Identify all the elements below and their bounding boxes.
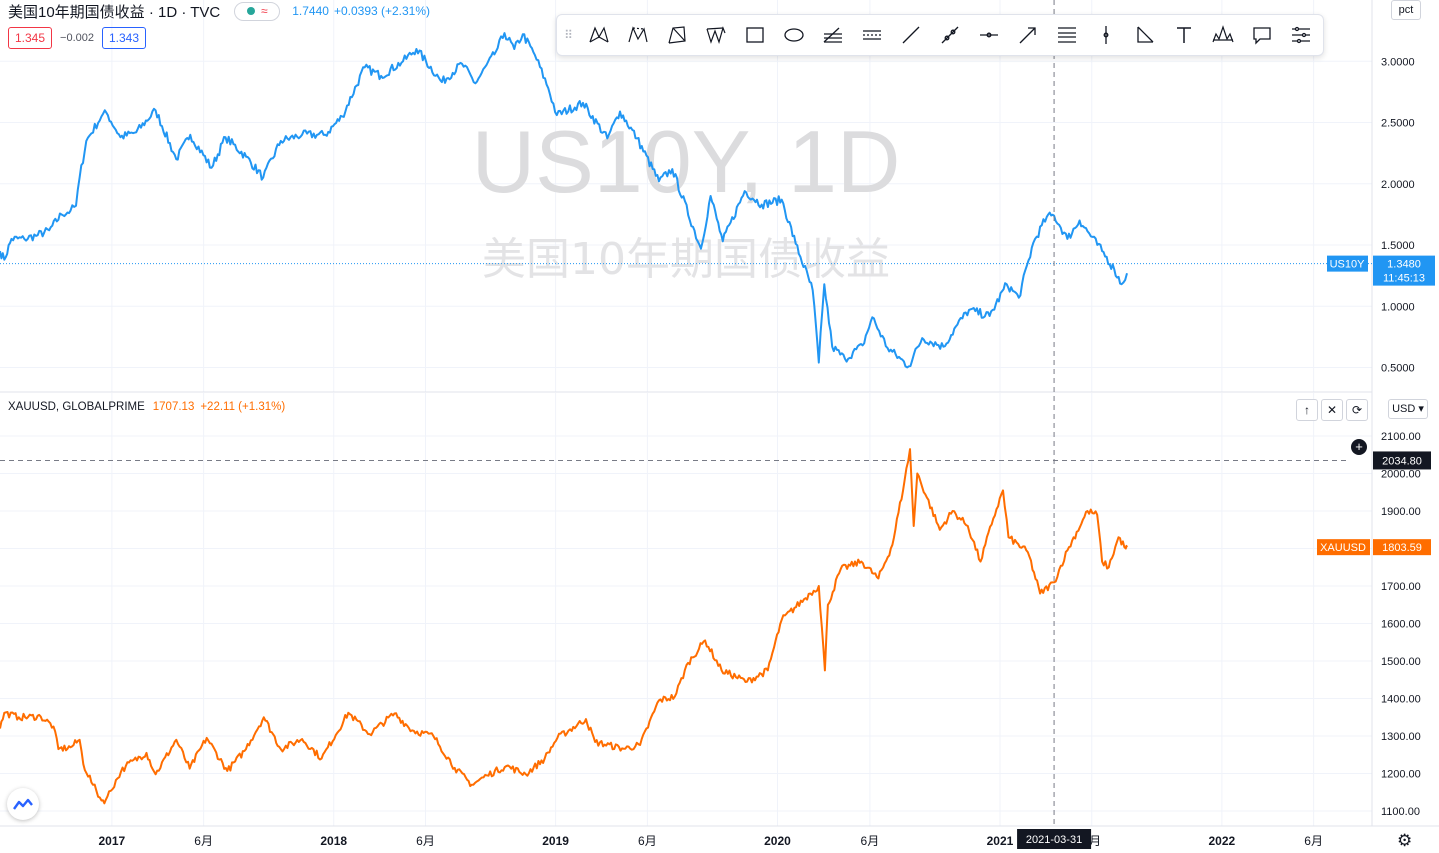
watermark-symbol: US10Y, 1D bbox=[472, 112, 901, 211]
compare-change: +22.11 (+1.31%) bbox=[200, 401, 286, 413]
chart-settings-gear-icon[interactable]: ⚙ bbox=[1397, 831, 1413, 850]
ray-icon[interactable] bbox=[930, 18, 969, 52]
y-tick-label: 1600.00 bbox=[1381, 619, 1421, 631]
percent-scale-button[interactable]: pct bbox=[1391, 0, 1421, 20]
y-tick-label: 2.5000 bbox=[1381, 118, 1415, 130]
horizontal-line-icon[interactable] bbox=[969, 18, 1008, 52]
price-label-bg bbox=[1373, 539, 1431, 556]
y-tick-label: 2.0000 bbox=[1381, 179, 1415, 191]
y-tick-label: 1500.00 bbox=[1381, 656, 1421, 668]
bid-ask-quotes: 1.345 −0.002 1.343 bbox=[8, 27, 147, 49]
y-tick-label: 0.5000 bbox=[1381, 363, 1415, 375]
pattern-triangle-icon[interactable] bbox=[696, 18, 735, 52]
arrow-lines-icon[interactable] bbox=[813, 18, 852, 52]
compare-series-legend: XAUUSD, GLOBALPRIME 1707.13 +22.11 (+1.3… bbox=[8, 401, 285, 413]
y-tick-label: 1400.00 bbox=[1381, 694, 1421, 706]
buy-quote[interactable]: 1.343 bbox=[101, 27, 147, 49]
axes-layer: 3.0000 2.5000 2.0000 1.5000 1.0000 0.5000 2100… bbox=[98, 56, 1420, 848]
pattern-xabcd-icon[interactable] bbox=[579, 18, 618, 52]
trend-line-icon[interactable] bbox=[891, 18, 930, 52]
symbol-label: US10Y bbox=[1330, 259, 1366, 271]
delayed-data-icon: ≈ bbox=[260, 4, 268, 18]
angle-icon[interactable] bbox=[1125, 18, 1164, 52]
market-open-dot-icon bbox=[246, 7, 255, 15]
y-tick-label: 1.5000 bbox=[1381, 240, 1415, 252]
market-status-pill[interactable]: ≈ bbox=[234, 1, 281, 21]
crosshair-date-bg bbox=[1017, 829, 1092, 849]
spread-value: −0.002 bbox=[60, 32, 94, 44]
x-tick-label: 2019 bbox=[542, 834, 569, 848]
symbol-label: XAUUSD bbox=[1320, 542, 1366, 554]
x-tick-label: 6月 bbox=[861, 834, 880, 848]
fib-retracement-icon[interactable] bbox=[1047, 18, 1086, 52]
x-tick-label: 6月 bbox=[194, 834, 213, 848]
tradingview-logo-icon[interactable] bbox=[7, 788, 39, 820]
crosshair-price-label: 2034.80 bbox=[1382, 455, 1422, 467]
x-tick-label: 2017 bbox=[98, 834, 125, 848]
x-tick-label: 2022 bbox=[1209, 834, 1236, 848]
symbol-label-bg bbox=[1327, 255, 1368, 272]
series-title[interactable]: 美国10年期国债收益 · 1D · TVC bbox=[8, 3, 221, 21]
close-pane-icon[interactable]: ✕ bbox=[1321, 399, 1343, 421]
drag-handle-icon[interactable]: ⠿ bbox=[564, 28, 573, 42]
sell-quote[interactable]: 1.345 bbox=[8, 27, 53, 49]
y-tick-label: 1100.00 bbox=[1381, 806, 1420, 818]
arrow-icon[interactable] bbox=[1008, 18, 1047, 52]
xauusd-series-line[interactable] bbox=[0, 448, 1128, 805]
head-shoulders-icon[interactable] bbox=[1203, 18, 1242, 52]
x-tick-label: 6月 bbox=[638, 834, 657, 848]
y-tick-label: 3.0000 bbox=[1381, 56, 1415, 68]
x-tick-label: 2018 bbox=[320, 834, 347, 848]
symbol-label-bg bbox=[1317, 539, 1370, 556]
y-tick-label: 1.0000 bbox=[1381, 301, 1415, 313]
drawing-toolbar: ⠿ bbox=[556, 14, 1324, 56]
last-price: 1.7440 bbox=[292, 4, 329, 18]
x-tick-label: 6月 bbox=[1304, 834, 1323, 848]
callout-icon[interactable] bbox=[1242, 18, 1281, 52]
parallel-channel-icon[interactable] bbox=[852, 18, 891, 52]
pattern-abcd-icon[interactable] bbox=[657, 18, 696, 52]
watermark-description: 美国10年期国债收益 bbox=[482, 234, 890, 285]
watermark: US10Y, 1D 美国10年期国债收益 bbox=[472, 112, 901, 285]
vertical-line-icon[interactable] bbox=[1086, 18, 1125, 52]
us10y-series-line[interactable] bbox=[0, 32, 1128, 369]
move-pane-up-icon[interactable]: ↑ bbox=[1296, 399, 1318, 421]
crosshair-date-label: 2021-03-31 bbox=[1026, 834, 1082, 846]
y-tick-label: 1300.00 bbox=[1381, 731, 1421, 743]
settings-list-icon[interactable] bbox=[1281, 18, 1320, 52]
x-tick-label: 2021 bbox=[987, 834, 1014, 848]
grid-lines bbox=[0, 0, 1372, 826]
restore-pane-icon[interactable]: ⟳ bbox=[1346, 399, 1368, 421]
price-change: +0.0393 (+2.31%) bbox=[333, 4, 431, 18]
text-icon[interactable] bbox=[1164, 18, 1203, 52]
main-series-legend: 美国10年期国债收益 · 1D · TVC ≈ 1.7440 +0.0393 (… bbox=[8, 1, 430, 21]
currency-select[interactable]: USD ▾ bbox=[1388, 399, 1428, 419]
compare-value: 1707.13 bbox=[152, 401, 195, 413]
ellipse-icon[interactable] bbox=[774, 18, 813, 52]
countdown-label: 11:45:13 bbox=[1383, 273, 1425, 285]
price-label: 1.3480 bbox=[1387, 259, 1421, 271]
rectangle-icon[interactable] bbox=[735, 18, 774, 52]
y-tick-label: 2000.00 bbox=[1381, 469, 1421, 481]
pattern-cypher-icon[interactable] bbox=[618, 18, 657, 52]
y-tick-label: 1200.00 bbox=[1381, 769, 1421, 781]
price-label-bg bbox=[1373, 255, 1435, 286]
x-tick-label: 2020 bbox=[764, 834, 791, 848]
y-tick-label: 1700.00 bbox=[1381, 581, 1421, 593]
y-tick-label: 1900.00 bbox=[1381, 506, 1421, 518]
series-layer bbox=[0, 32, 1128, 805]
compare-symbol[interactable]: XAUUSD, GLOBALPRIME bbox=[8, 401, 145, 413]
x-tick-label: 6月 bbox=[416, 834, 435, 848]
y-tick-label: 2100.00 bbox=[1381, 431, 1421, 443]
add-alert-icon[interactable]: + bbox=[1351, 439, 1367, 455]
price-label: 1803.59 bbox=[1382, 542, 1422, 554]
crosshair-price-bg bbox=[1373, 451, 1431, 470]
